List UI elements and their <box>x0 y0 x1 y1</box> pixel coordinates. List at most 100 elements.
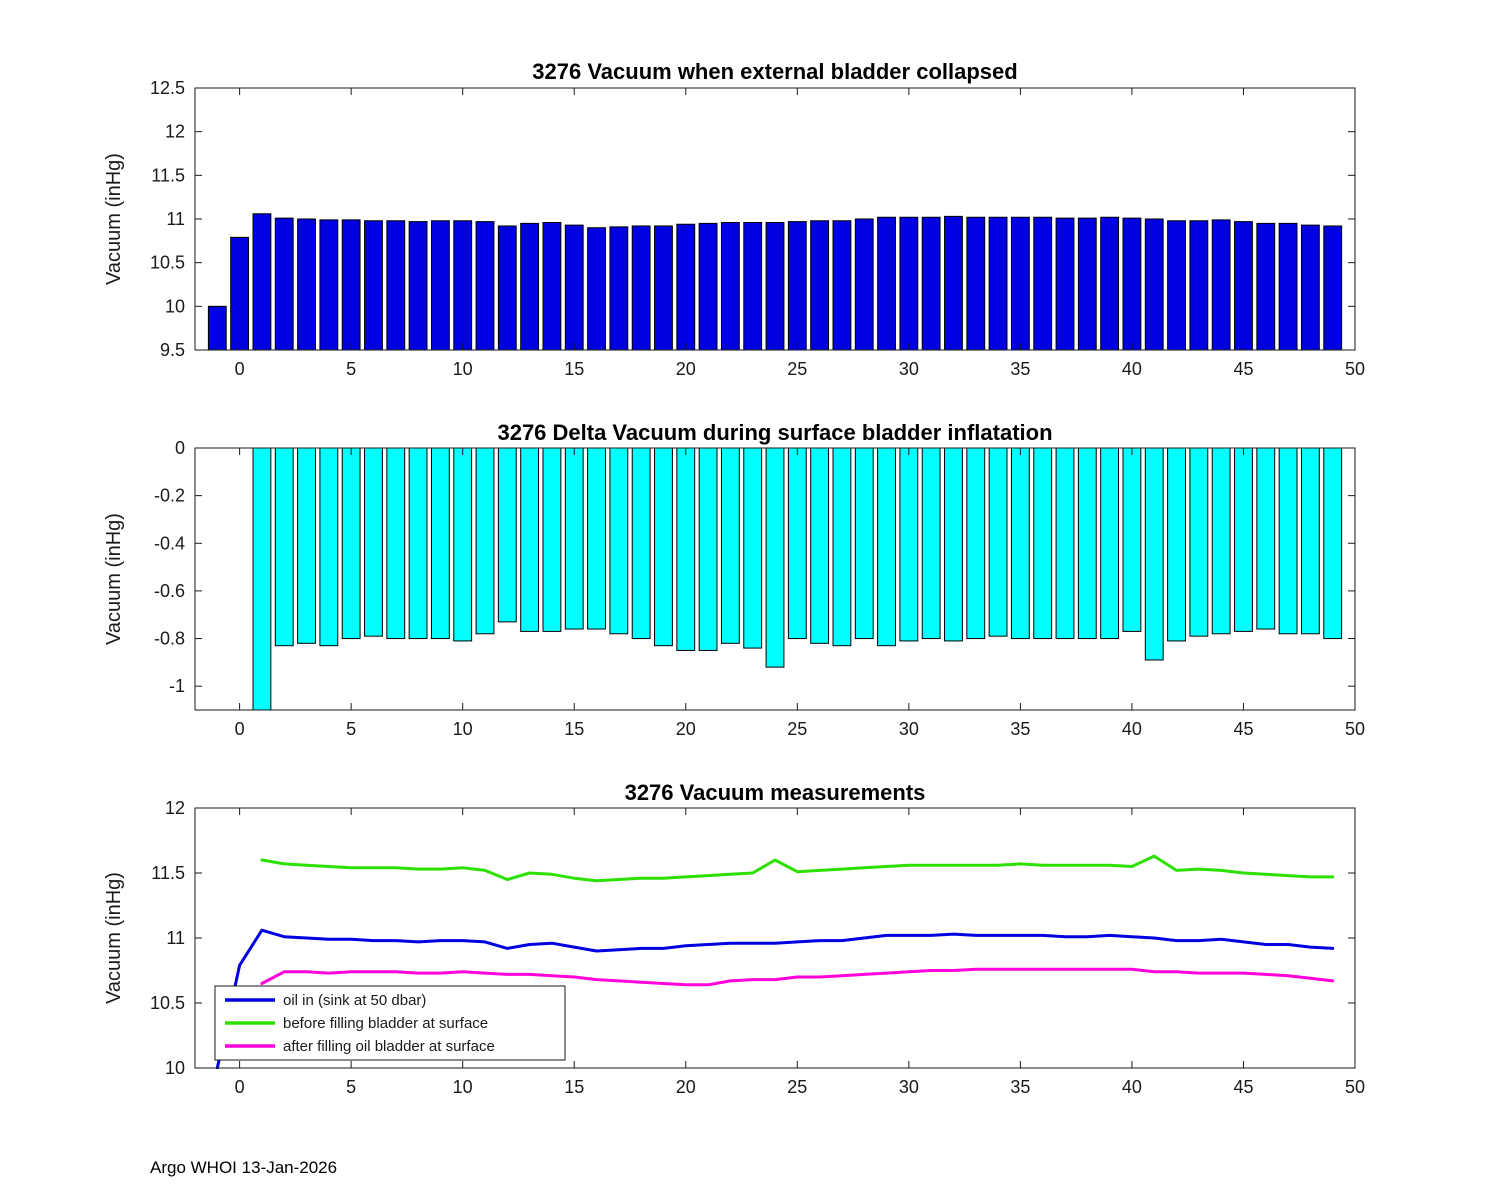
svg-text:40: 40 <box>1122 359 1142 379</box>
svg-text:-1: -1 <box>169 676 185 696</box>
svg-text:15: 15 <box>564 1077 584 1097</box>
bar <box>810 447 830 644</box>
svg-text:12.5: 12.5 <box>150 78 185 98</box>
bar <box>1278 447 1298 635</box>
bar <box>1256 447 1276 630</box>
bar <box>430 220 450 351</box>
svg-text:-0.4: -0.4 <box>154 533 185 553</box>
bar <box>1211 447 1231 635</box>
bar <box>497 225 517 351</box>
bar <box>475 447 495 635</box>
bar <box>386 220 406 351</box>
svg-text:11: 11 <box>166 928 185 948</box>
chart-vacuum-measurements: 0 5 10 15 20 25 30 35 40 45 50 10 10.5 11 11.5 12 3276 V… <box>0 760 1500 1120</box>
bar <box>1055 447 1075 640</box>
bar <box>564 447 584 630</box>
bar <box>720 221 740 351</box>
legend-label: after filling oil bladder at surface <box>283 1038 495 1055</box>
series-line <box>215 928 1335 1069</box>
bar <box>274 217 294 351</box>
bar <box>520 447 540 632</box>
bar <box>944 447 963 642</box>
bar <box>1256 222 1276 351</box>
bar <box>319 447 339 647</box>
line-series <box>215 854 1335 1069</box>
svg-text:10: 10 <box>453 1077 473 1097</box>
y-axis-label: Vacuum (inHg) <box>103 513 125 645</box>
bar <box>832 447 852 647</box>
bar <box>743 447 763 649</box>
bar <box>988 447 1008 637</box>
bar <box>587 447 606 630</box>
svg-text:50: 50 <box>1345 1077 1365 1097</box>
chart-title: 3276 Vacuum when external bladder collap… <box>532 59 1017 84</box>
svg-text:12: 12 <box>165 798 185 818</box>
bar <box>877 216 896 351</box>
bar <box>787 221 807 351</box>
bar <box>877 447 896 647</box>
bar <box>765 447 785 668</box>
bar <box>542 221 562 351</box>
bar <box>698 222 718 351</box>
bar <box>252 447 272 711</box>
legend: oil in (sink at 50 dbar) before filling b… <box>214 985 566 1061</box>
bar <box>1234 221 1253 351</box>
bar <box>698 447 718 651</box>
bar <box>966 447 986 640</box>
svg-text:10.5: 10.5 <box>150 253 185 273</box>
bar <box>1300 224 1320 351</box>
svg-text:9.5: 9.5 <box>160 340 185 360</box>
axes <box>194 807 1356 1069</box>
bar <box>1144 218 1164 351</box>
bar <box>765 221 785 351</box>
bar <box>1189 447 1209 637</box>
svg-text:11.5: 11.5 <box>151 863 185 883</box>
bar <box>1122 217 1142 351</box>
bar <box>207 305 227 351</box>
bar <box>1100 447 1120 640</box>
series-line <box>260 854 1335 883</box>
bar <box>341 219 361 351</box>
legend-label: oil in (sink at 50 dbar) <box>283 992 426 1009</box>
svg-text:10: 10 <box>453 719 473 739</box>
bar <box>297 218 316 351</box>
svg-text:25: 25 <box>787 1077 807 1097</box>
svg-text:12: 12 <box>165 122 185 142</box>
bar <box>1323 447 1343 640</box>
chart-delta-vacuum: 0 5 10 15 20 25 30 35 40 45 50 -1 -0.8 -0.6 -0.4 -0.2 0 3… <box>0 400 1500 760</box>
svg-text:30: 30 <box>899 719 919 739</box>
bar <box>341 447 361 640</box>
bar <box>497 447 517 623</box>
bar <box>1300 447 1320 635</box>
bar <box>1010 216 1030 351</box>
svg-text:20: 20 <box>676 719 696 739</box>
bar <box>453 447 473 642</box>
bar <box>274 447 294 647</box>
bar <box>631 225 651 351</box>
bar <box>1144 447 1164 661</box>
svg-text:30: 30 <box>899 1077 919 1097</box>
chart-svg: 0 5 10 15 20 25 30 35 40 45 50 -1 -0.8 -0.6 -0.4 -0.2 0 3… <box>103 420 1365 739</box>
bar <box>988 216 1008 351</box>
axes <box>194 447 1356 711</box>
bar-series <box>207 213 1343 351</box>
bar <box>743 221 763 351</box>
svg-text:10: 10 <box>165 1058 185 1078</box>
svg-text:25: 25 <box>787 719 807 739</box>
y-axis-label: Vacuum (inHg) <box>103 153 125 285</box>
bar <box>1033 447 1053 640</box>
chart-vacuum-collapsed: 0 5 10 15 20 25 30 35 40 45 50 9.5 10 10.5 11 11.5 12 12.… <box>0 0 1500 400</box>
bar <box>319 219 339 351</box>
bar <box>1189 220 1209 351</box>
svg-text:35: 35 <box>1010 1077 1030 1097</box>
svg-text:50: 50 <box>1345 719 1365 739</box>
svg-text:30: 30 <box>899 359 919 379</box>
bar <box>1278 222 1298 351</box>
figure-credit: Argo WHOI 13-Jan-2026 <box>150 1158 338 1177</box>
bar <box>587 227 606 351</box>
svg-text:-0.6: -0.6 <box>154 581 185 601</box>
bar <box>966 216 986 351</box>
bar <box>1100 216 1120 351</box>
bar <box>654 225 673 351</box>
bar <box>364 447 383 637</box>
